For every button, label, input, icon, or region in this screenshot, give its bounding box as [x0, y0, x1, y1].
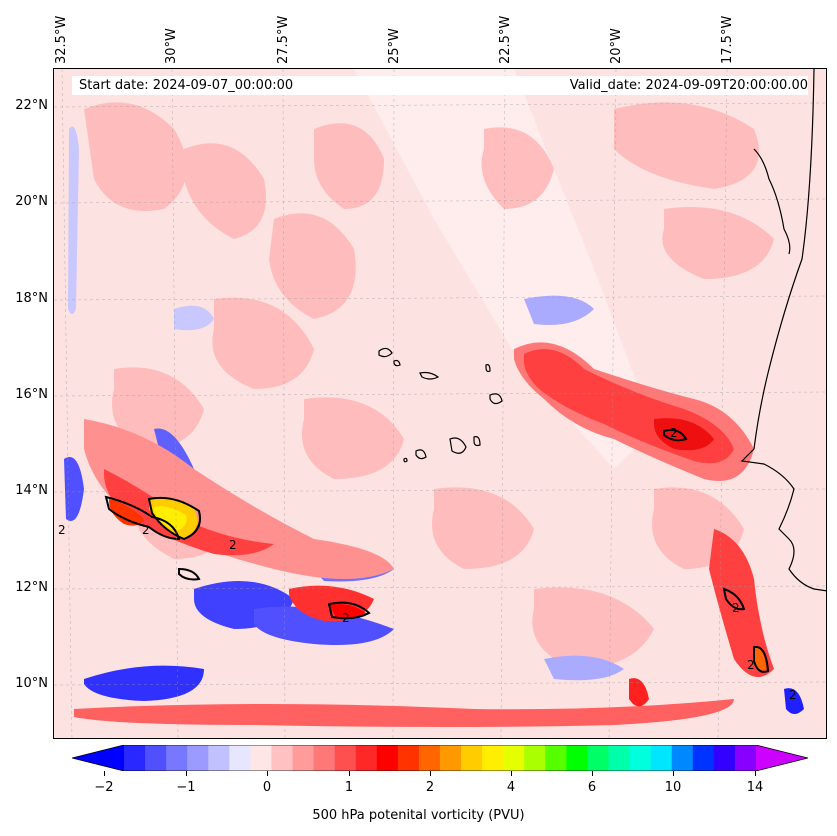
colorbar-segment — [482, 745, 504, 771]
colorbar — [72, 745, 808, 771]
colorbar-segment — [292, 745, 315, 771]
colorbar-label: 500 hPa potenital vorticity (PVU) — [312, 808, 525, 823]
africa-coastline — [740, 69, 826, 592]
colorbar-tickmark — [267, 771, 268, 776]
colorbar-segment — [250, 745, 272, 771]
colorbar-segment — [713, 745, 736, 771]
info-bar — [72, 76, 808, 95]
colorbar-extend-max — [756, 745, 808, 771]
contour-label: 2 — [342, 611, 350, 625]
start-date: Start date: 2024-09-07_00:00:00 — [79, 78, 294, 93]
colorbar-segment — [355, 745, 378, 771]
colorbar-segment — [397, 745, 420, 771]
lon-label-30w: 30°W — [164, 28, 179, 64]
lat-label-16n: 16°N — [15, 387, 48, 402]
colorbar-tick-label: −1 — [176, 780, 196, 795]
colorbar-tick-label: 0 — [262, 780, 272, 795]
contour-label: 2 — [229, 538, 237, 552]
cape-verde-islands — [378, 347, 503, 463]
high-pv-cores — [109, 497, 766, 671]
colorbar-tick-label: 14 — [746, 780, 764, 795]
contour-label: 2 — [732, 601, 740, 615]
colorbar-tickmark — [186, 771, 187, 776]
colorbar-segment — [124, 745, 146, 771]
pv2-contour-labels: 2 2 2 2 2 2 2 2 — [58, 426, 797, 702]
colorbar-tick-label: −2 — [94, 780, 114, 795]
graticule — [54, 69, 826, 738]
lon-label-27-5w: 27.5°W — [276, 15, 291, 64]
colorbar-segment — [671, 745, 694, 771]
lat-label-12n: 12°N — [15, 580, 48, 595]
colorbar-tickmark — [104, 771, 105, 776]
valid-date: Valid_date: 2024-09-09T20:00:00.00 — [569, 78, 808, 93]
lon-label-22-5w: 22.5°W — [498, 15, 513, 64]
lon-label-25w: 25°W — [387, 28, 402, 64]
colorbar-tick-label: 6 — [587, 780, 597, 795]
colorbar-tick-label: 2 — [425, 780, 435, 795]
pv2-contours — [104, 429, 770, 673]
colorbar-segment — [566, 745, 588, 771]
lat-label-22n: 22°N — [15, 98, 48, 113]
colorbar-segment — [313, 745, 336, 771]
colorbar-segment — [734, 745, 757, 771]
colorbar-segment — [166, 745, 188, 771]
contour-label: 2 — [747, 658, 755, 672]
pv-map: 2 2 2 2 2 2 2 2 — [53, 68, 827, 739]
lon-label-17-5w: 17.5°W — [720, 15, 735, 64]
colorbar-segment — [145, 745, 167, 771]
colorbar-segment — [608, 745, 631, 771]
colorbar-tick-label: 1 — [344, 780, 354, 795]
pv-field-svg: 2 2 2 2 2 2 2 2 — [54, 69, 826, 738]
colorbar-tickmark — [349, 771, 350, 776]
colorbar-tickmark — [430, 771, 431, 776]
lat-label-10n: 10°N — [15, 676, 48, 691]
colorbar-tick-label: 4 — [506, 780, 516, 795]
lon-label-32-5w: 32.5°W — [54, 15, 69, 64]
colorbar-segment — [208, 745, 230, 771]
colorbar-segment — [418, 745, 441, 771]
colorbar-segment — [229, 745, 251, 771]
colorbar-segment — [271, 745, 294, 771]
lat-label-18n: 18°N — [15, 291, 48, 306]
lat-label-20n: 20°N — [15, 194, 48, 209]
colorbar-segment — [587, 745, 610, 771]
colorbar-segment — [334, 745, 357, 771]
colorbar-segment — [461, 745, 483, 771]
colorbar-segment — [545, 745, 567, 771]
colorbar-tickmark — [755, 771, 756, 776]
colorbar-tickmark — [673, 771, 674, 776]
colorbar-segment — [629, 745, 652, 771]
lat-label-14n: 14°N — [15, 483, 48, 498]
colorbar-tickmark — [511, 771, 512, 776]
contour-label: 2 — [670, 426, 678, 440]
contour-label: 2 — [789, 688, 797, 702]
colorbar-segment — [524, 745, 546, 771]
colorbar-segment — [187, 745, 209, 771]
contour-label: 2 — [142, 523, 150, 537]
colorbar-segment — [440, 745, 462, 771]
colorbar-segment — [650, 745, 673, 771]
contour-label: 2 — [58, 523, 66, 537]
africa-coastline-north — [753, 148, 791, 255]
colorbar-segment — [376, 745, 399, 771]
colorbar-tickmark — [592, 771, 593, 776]
colorbar-tick-label: 10 — [664, 780, 682, 795]
colorbar-segment — [503, 745, 525, 771]
colorbar-segment — [692, 745, 715, 771]
colorbar-extend-min — [72, 745, 124, 771]
lon-label-20w: 20°W — [609, 28, 624, 64]
